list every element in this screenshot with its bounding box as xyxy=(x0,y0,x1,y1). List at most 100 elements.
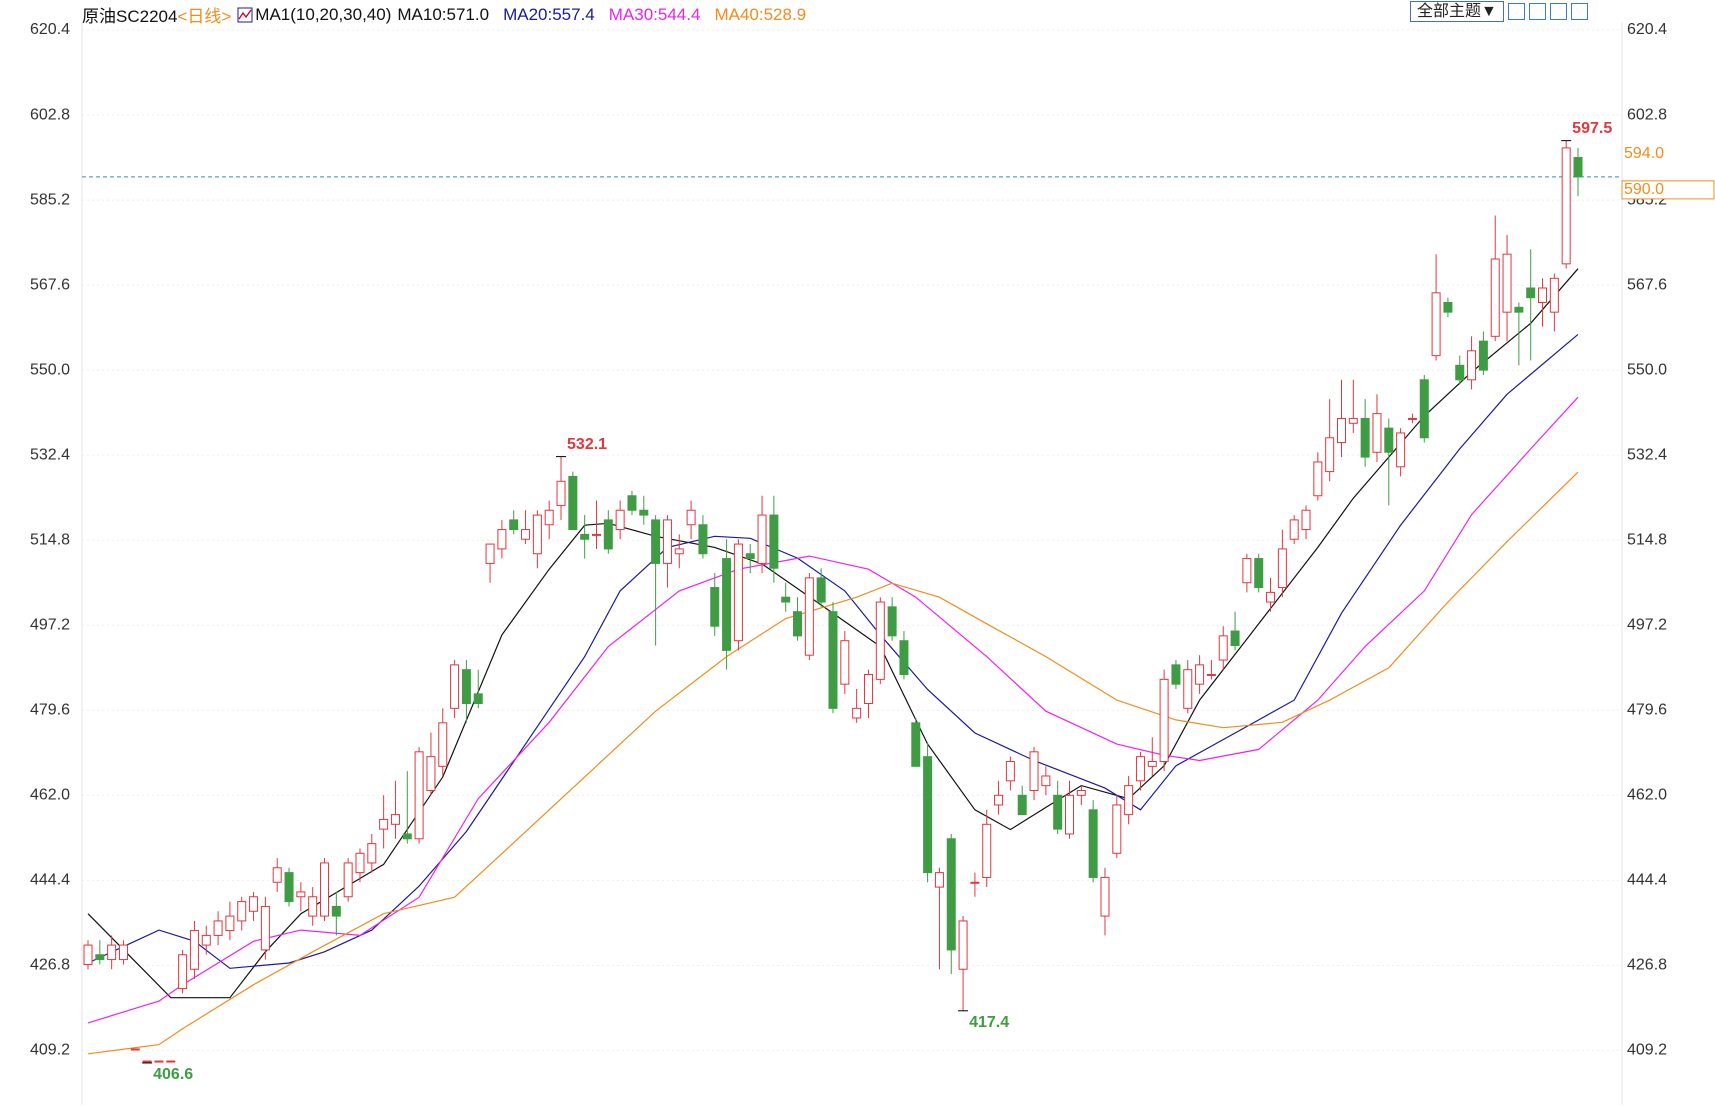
y-tick-label: 409.2 xyxy=(30,1042,70,1059)
candle-body xyxy=(95,954,105,961)
candle xyxy=(497,519,507,559)
candle-body xyxy=(698,524,708,555)
candle xyxy=(509,510,519,535)
candle xyxy=(118,940,128,965)
y-tick-label: 550.0 xyxy=(30,361,70,378)
candle xyxy=(828,602,838,714)
candle xyxy=(166,1060,176,1063)
candle xyxy=(1100,867,1110,936)
candle-body xyxy=(852,707,862,719)
period[interactable]: <日线> xyxy=(177,7,232,26)
candle-body xyxy=(189,930,199,970)
candle-body xyxy=(568,475,578,531)
candle-body xyxy=(1171,664,1181,685)
candle xyxy=(887,597,897,641)
candle xyxy=(757,495,767,574)
candle-body xyxy=(509,519,519,531)
theme-button[interactable]: 全部主题▼ xyxy=(1410,1,1504,22)
candle xyxy=(1419,374,1429,443)
candle xyxy=(934,867,944,970)
y-tick-label: 532.4 xyxy=(30,446,70,463)
candle-body xyxy=(1407,417,1417,420)
candle xyxy=(426,732,436,796)
candle-body xyxy=(1289,519,1299,540)
candle xyxy=(899,631,909,680)
candle-body xyxy=(438,722,448,767)
candle xyxy=(1396,428,1406,477)
y-tick-label-right: 409.2 xyxy=(1627,1042,1667,1059)
candle-body xyxy=(213,920,223,936)
candle xyxy=(355,848,365,883)
candle xyxy=(213,911,223,946)
candle xyxy=(1076,785,1086,805)
candle-body xyxy=(556,480,566,506)
candle xyxy=(1159,669,1169,772)
candle-body xyxy=(1478,340,1488,371)
candle xyxy=(83,940,93,970)
candle xyxy=(1325,399,1335,482)
candle xyxy=(816,568,826,607)
candle xyxy=(1301,505,1311,540)
candle-body xyxy=(1206,674,1216,677)
candle xyxy=(1277,529,1287,598)
candle-body xyxy=(674,548,684,555)
indicator-icon[interactable] xyxy=(237,7,253,23)
price-label-box xyxy=(1621,180,1715,200)
candle-body xyxy=(1053,794,1063,830)
candle-body xyxy=(331,905,341,917)
candle-body xyxy=(1490,258,1500,337)
candle-body xyxy=(639,509,649,516)
header: 原油SC2204 <日线> MA1(10,20,30,40) MA10:571.… xyxy=(82,2,806,27)
candle-body xyxy=(970,881,980,884)
y-tick-label: 620.4 xyxy=(30,21,70,38)
candle xyxy=(745,544,755,574)
y-tick-label-right: 550.0 xyxy=(1627,361,1667,378)
candle xyxy=(804,573,814,661)
candle xyxy=(237,896,247,931)
candle-body xyxy=(284,872,294,903)
candle-body xyxy=(355,852,365,874)
candle xyxy=(1266,577,1276,612)
tool-icon[interactable] xyxy=(1528,3,1546,20)
candle xyxy=(781,582,791,612)
y-tick-label-right: 514.8 xyxy=(1627,531,1667,548)
tool-icon[interactable] xyxy=(1549,3,1567,20)
candle xyxy=(674,534,684,569)
candle xyxy=(249,891,259,921)
candle-body xyxy=(627,495,637,511)
candle-body xyxy=(201,934,211,946)
candle xyxy=(402,771,412,844)
last-price-label: 594.0 xyxy=(1624,145,1664,162)
candle xyxy=(178,949,188,994)
candle xyxy=(1041,766,1051,796)
candle-body xyxy=(473,693,483,705)
extreme-label: 417.4 xyxy=(969,1014,1009,1031)
tool-icon[interactable] xyxy=(1507,3,1525,20)
candle xyxy=(946,833,956,975)
y-tick-label: 462.0 xyxy=(30,787,70,804)
indicator[interactable]: MA1(10,20,30,40) xyxy=(255,4,392,24)
candle xyxy=(1514,302,1524,366)
candle xyxy=(284,867,294,907)
y-tick-label-right: 444.4 xyxy=(1627,872,1667,889)
candle xyxy=(556,456,566,520)
candle-body xyxy=(1313,461,1323,497)
candle-body xyxy=(1135,756,1145,782)
candle-body xyxy=(1005,760,1015,782)
candle-body xyxy=(83,944,93,965)
candle xyxy=(1242,553,1252,593)
candle xyxy=(225,901,235,941)
y-tick-label: 567.6 xyxy=(30,276,70,293)
candle-body xyxy=(1325,437,1335,473)
candle-body xyxy=(603,519,613,550)
tool-icon[interactable] xyxy=(1570,3,1588,20)
candle-body xyxy=(994,794,1004,806)
candle xyxy=(201,925,211,955)
legend-entry: MA20:557.4 xyxy=(503,4,595,24)
candle-body xyxy=(1561,147,1571,265)
candle xyxy=(308,887,318,926)
candle-body xyxy=(733,543,743,642)
candle xyxy=(1289,515,1299,545)
candle xyxy=(379,795,389,849)
candle xyxy=(1218,626,1228,670)
